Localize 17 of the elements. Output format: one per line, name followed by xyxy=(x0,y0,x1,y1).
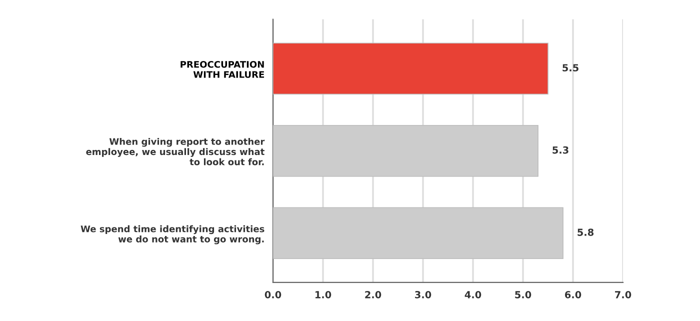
x-tick-label: 2.0 xyxy=(365,290,382,298)
y-tick-label: When giving report to another employee, we usually discuss what to look out for. xyxy=(86,138,265,166)
y-tick-label: PREOCCUPATION WITH FAILURE xyxy=(180,60,264,78)
x-tick-label: 5.0 xyxy=(515,290,532,298)
x-tick-label: 3.0 xyxy=(415,290,432,298)
bar xyxy=(273,207,564,260)
y-tick-label: We spend time identifying activities we do not want to go wrong. xyxy=(80,225,264,244)
bar xyxy=(273,42,548,95)
x-tick-label: 1.0 xyxy=(315,290,332,298)
x-tick-label: 7.0 xyxy=(615,290,632,298)
bar xyxy=(273,124,538,177)
data-label: 5.3 xyxy=(552,146,568,154)
x-tick-label: 4.0 xyxy=(464,290,482,298)
x-tick-label: 6.0 xyxy=(564,290,582,298)
x-tick-label: 0.0 xyxy=(264,290,282,298)
data-label: 5.5 xyxy=(562,64,578,72)
data-label: 5.8 xyxy=(578,228,594,236)
